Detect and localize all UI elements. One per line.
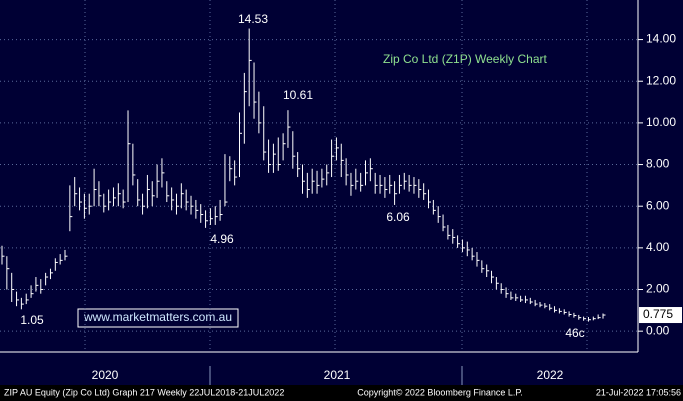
watermark: www.marketmatters.com.au: [83, 310, 232, 324]
annotation: 6.06: [386, 210, 410, 224]
y-tick-label: 8.00: [646, 157, 670, 171]
y-tick-label: 10.00: [646, 115, 676, 129]
footer-left: ZIP AU Equity (Zip Co Ltd) Graph 217 Wee…: [4, 387, 284, 397]
y-tick-label: 14.00: [646, 32, 676, 46]
year-label: 2020: [92, 368, 119, 382]
footer-center: Copyright© 2022 Bloomberg Finance L.P.: [357, 387, 523, 397]
price-tag-box: [639, 307, 682, 324]
annotation: 1.05: [20, 313, 44, 327]
year-label: 2022: [537, 368, 564, 382]
annotation: 46c: [565, 326, 584, 340]
y-tick-label: 6.00: [646, 198, 670, 212]
chart-title: Zip Co Ltd (Z1P) Weekly Chart: [383, 52, 547, 66]
y-tick-label: 0.00: [646, 323, 670, 337]
watermark-box: [77, 308, 239, 328]
footer-right: 21-Jul-2022 17:05:56: [596, 387, 681, 397]
annotation: 10.61: [283, 88, 313, 102]
annotation: 4.96: [210, 232, 234, 246]
y-tick-label: 2.00: [646, 282, 670, 296]
year-label: 2021: [324, 368, 351, 382]
y-tick-label: 4.00: [646, 240, 670, 254]
y-tick-label: 12.00: [646, 73, 676, 87]
footer-bar: [0, 385, 683, 401]
price-tag: 0.775: [643, 307, 673, 321]
annotation: 14.53: [238, 12, 268, 26]
